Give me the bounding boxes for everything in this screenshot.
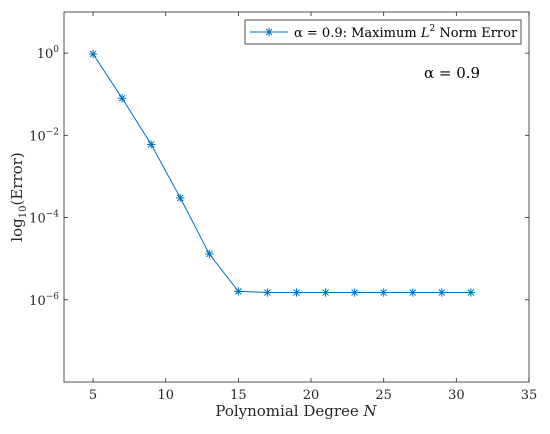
y-tick-label: 100 — [37, 45, 60, 62]
data-point — [408, 288, 417, 297]
legend-entry: α = 0.9: Maximum L2 Norm Error — [294, 24, 518, 41]
data-point — [350, 288, 359, 297]
legend-marker-asterisk — [264, 27, 274, 37]
data-point — [466, 288, 476, 297]
y-tick-label: 10−4 — [29, 210, 59, 227]
y-tick-label: 10−2 — [29, 127, 59, 144]
data-point — [176, 193, 185, 203]
x-tick-label: 30 — [448, 388, 465, 403]
y-axis: 10−6 10−4 10−2 100 — [29, 45, 529, 309]
data-point — [146, 140, 156, 149]
legend: α = 0.9: Maximum L2 Norm Error — [244, 19, 522, 45]
series-layer — [88, 49, 476, 297]
annotation: α = 0.9 — [424, 64, 480, 82]
y-axis-label: log10(Error) — [8, 152, 29, 241]
x-tick-label: 25 — [375, 388, 392, 403]
data-point — [292, 288, 301, 297]
plot-area — [63, 11, 530, 383]
data-point — [88, 49, 98, 59]
series-line — [92, 53, 471, 293]
legend-box — [244, 19, 522, 45]
data-point — [263, 288, 272, 297]
data-point — [321, 288, 330, 297]
data-point — [437, 288, 447, 297]
x-tick-label: 20 — [303, 388, 320, 403]
y-tick-label: 10−6 — [29, 292, 59, 309]
x-tick-label: 5 — [89, 388, 97, 403]
x-tick-label: 15 — [230, 388, 247, 403]
x-axis: 5 10 15 20 25 30 35 — [89, 12, 537, 403]
data-point — [234, 287, 243, 296]
x-tick-label: 35 — [521, 388, 538, 403]
data-point — [205, 249, 214, 259]
data-point — [379, 288, 388, 297]
data-point — [117, 94, 127, 103]
x-axis-label: Polynomial Degree N — [215, 402, 377, 420]
x-tick-label: 10 — [157, 388, 174, 403]
legend-marker — [264, 27, 274, 37]
